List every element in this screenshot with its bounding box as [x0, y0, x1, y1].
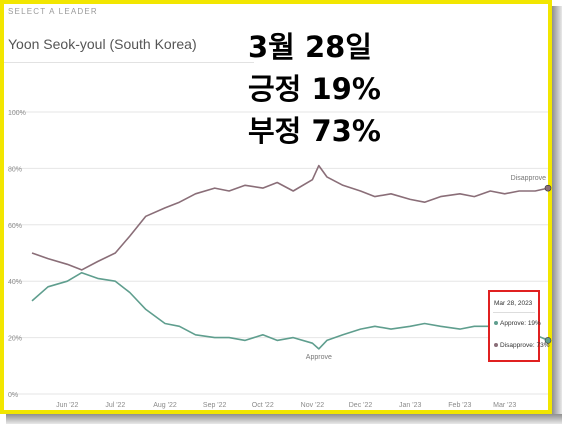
x-tick-label: Mar '23: [493, 402, 516, 409]
x-tick-label: Aug '22: [153, 402, 177, 409]
chart-frame: [0, 0, 552, 414]
y-tick-label: 40%: [8, 279, 22, 286]
data-tooltip: Mar 28, 2023 Approve: 19% Disapprove: 73…: [488, 290, 550, 362]
y-tick-label: 100%: [8, 110, 26, 117]
overlay-approve: 긍정 19%: [248, 72, 381, 106]
approve-end-point: [544, 337, 552, 344]
x-tick-label: Oct '22: [252, 402, 274, 409]
disapprove-dot-icon: [494, 343, 498, 347]
y-tick-label: 60%: [8, 223, 22, 230]
disapprove-series-label: Disapprove: [511, 175, 547, 182]
x-tick-label: Sep '22: [203, 402, 227, 409]
x-tick-label: Dec '22: [349, 402, 373, 409]
x-tick-label: Feb '23: [448, 402, 471, 409]
approve-series-line: [31, 271, 549, 350]
x-tick-label: Jan '23: [399, 402, 421, 409]
tooltip-approve: Approve: 19%: [500, 320, 541, 327]
x-tick-label: Jul '22: [105, 402, 125, 409]
tooltip-divider: [493, 312, 535, 313]
frame-shadow-bottom: [6, 414, 562, 424]
disapprove-series-line: [31, 164, 549, 271]
tooltip-disapprove: Disapprove: 73%: [500, 342, 550, 349]
tooltip-date: Mar 28, 2023: [494, 300, 533, 307]
tooltip-disapprove-row: Disapprove: 73%: [494, 342, 550, 349]
frame-shadow-right: [552, 6, 562, 420]
y-tick-label: 20%: [8, 336, 22, 343]
disapprove-end-point: [544, 184, 552, 192]
overlay-date: 3월 28일: [248, 30, 372, 64]
overlay-disapprove: 부정 73%: [248, 114, 381, 148]
overlay-annotation: 3월 28일 긍정 19% 부정 73%: [248, 26, 381, 152]
y-tick-label: 0%: [8, 392, 18, 399]
x-tick-label: Jun '22: [56, 402, 78, 409]
leader-selected-value: Yoon Seok-youl (South Korea): [8, 36, 197, 52]
tooltip-approve-row: Approve: 19%: [494, 320, 541, 327]
y-tick-label: 80%: [8, 166, 22, 173]
approve-series-label: Approve: [306, 354, 332, 361]
leader-dropdown[interactable]: [4, 28, 254, 63]
approve-dot-icon: [494, 321, 498, 325]
x-tick-label: Nov '22: [301, 402, 325, 409]
select-leader-label: SELECT A LEADER: [8, 7, 98, 16]
